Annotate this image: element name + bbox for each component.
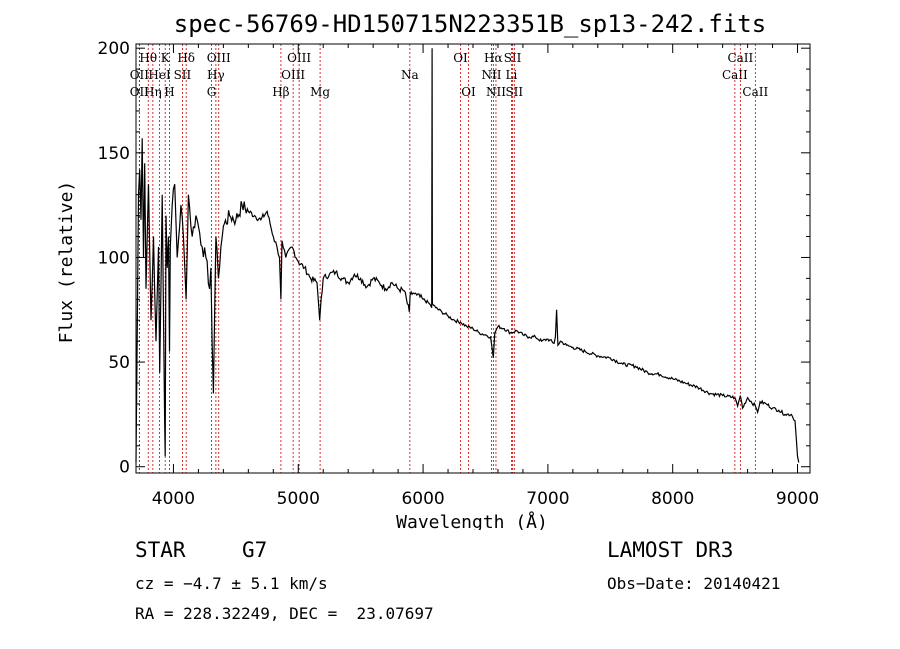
spectral-line-label: SII	[174, 68, 192, 82]
spectral-line-label: OIII	[281, 68, 305, 82]
survey-name: LAMOST DR3	[607, 538, 734, 562]
spectral-line-label: Hγ	[207, 68, 225, 82]
spectral-line-label: CaII	[727, 51, 753, 65]
y-tick-label: 100	[98, 248, 130, 268]
spectral-line-label: Li	[506, 68, 518, 82]
spectral-line-label: Na	[401, 68, 419, 82]
spectral-line-label: OII	[130, 85, 150, 99]
spectrum-chart: spec-56769-HD150715N223351B_sp13-242.fit…	[56, 10, 819, 530]
spectral-line-label: OIII	[287, 51, 311, 65]
spectral-line-label: OII	[130, 68, 150, 82]
observation-date: Obs−Date: 20140421	[607, 574, 781, 593]
y-tick-label: 0	[119, 458, 130, 478]
chart-title: spec-56769-HD150715N223351B_sp13-242.fit…	[174, 10, 766, 38]
spectrum-series-line	[135, 48, 800, 463]
spectral-line-label: Hη	[144, 85, 162, 99]
spectral-line-label: Hα	[484, 51, 503, 65]
y-tick-label: 150	[98, 144, 130, 164]
spectral-line-label: H	[164, 85, 174, 99]
y-axis-ticks: 0 50 100 150 200	[98, 39, 810, 478]
object-subclass: G7	[242, 538, 268, 562]
spectral-line-label: Hδ	[177, 51, 195, 65]
y-tick-label: 50	[108, 353, 130, 373]
spectral-line-label: K	[161, 51, 171, 65]
x-axis-ticks: 4000 5000 6000 7000 8000 9000	[152, 44, 819, 509]
y-tick-label: 200	[98, 39, 130, 59]
x-tick-label: 5000	[277, 489, 320, 509]
spectral-line-label: Hβ	[272, 85, 289, 99]
object-class: STAR	[135, 538, 186, 562]
spectral-line-label: G	[207, 85, 217, 99]
spectral-line-label: OI	[453, 51, 468, 65]
coordinates-text: RA = 228.32249, DEC = 23.07697	[135, 604, 434, 623]
x-tick-label: 8000	[651, 489, 694, 509]
redshift-text: cz = −4.7 ± 5.1 km/s	[135, 574, 328, 593]
x-tick-label: 7000	[526, 489, 569, 509]
spectral-line-label: NII	[481, 68, 501, 82]
spectral-line-label: Hθ	[139, 51, 157, 65]
spectral-line-label: HeI	[148, 68, 171, 82]
spectral-line-label: Mg	[310, 85, 330, 99]
spectral-line-label: OI	[461, 85, 476, 99]
plot-frame	[135, 43, 811, 474]
spectral-line-label: NII	[486, 85, 506, 99]
spectral-line-label: CaII	[742, 85, 768, 99]
x-tick-label: 4000	[152, 489, 195, 509]
x-tick-label: 6000	[401, 489, 444, 509]
y-axis-label: Flux (relative)	[56, 181, 77, 344]
x-tick-label: 9000	[776, 489, 819, 509]
spectral-line-label: OIII	[207, 51, 231, 65]
spectral-line-label: SII	[504, 51, 522, 65]
x-axis-label: Wavelength (Å)	[396, 511, 548, 530]
spectral-line-label: SII	[505, 85, 523, 99]
spectral-line-label: CaII	[722, 68, 748, 82]
